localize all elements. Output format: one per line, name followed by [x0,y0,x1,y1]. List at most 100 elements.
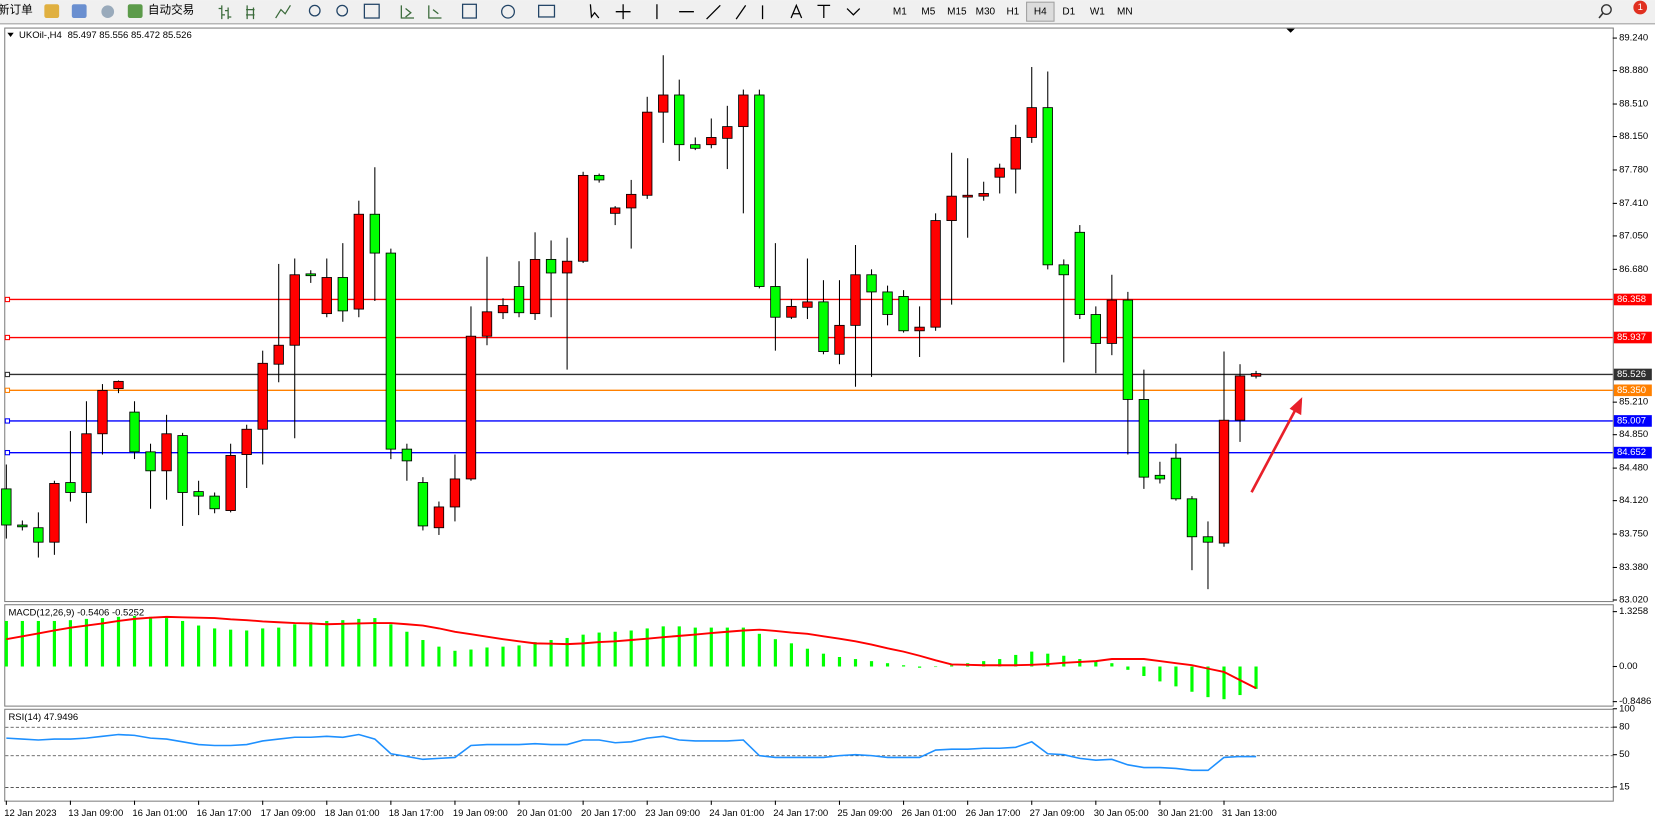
macd-bar [1174,666,1178,687]
candle-body [33,527,44,543]
candle-body [914,326,925,332]
icon[interactable] [275,5,291,19]
macd-bar [485,647,489,667]
candle-body [321,277,332,315]
macd-name: MACD(12,26,9) [8,607,74,618]
timeframe-button[interactable]: M15 [947,6,967,17]
notification-badge[interactable] [1633,0,1648,15]
candle-body [241,428,252,455]
candle-body [978,193,989,197]
candle-body [786,305,797,318]
icon[interactable] [501,4,515,19]
search-icon[interactable] [1600,4,1612,16]
timeframe-button[interactable]: H1 [1006,6,1019,17]
icon[interactable] [615,4,631,20]
auto-trading[interactable]: 自动交易 [148,3,194,17]
candle-body [1186,498,1198,538]
timeframe-button[interactable]: W1 [1090,6,1105,17]
level-anchor [4,296,11,303]
icon[interactable] [400,5,415,19]
macd-bar [757,633,761,667]
macd-title: MACD(12,26,9) -0.5406 -0.5252 [8,607,144,618]
icon[interactable] [246,5,255,20]
rsi-title: RSI(14) 47.9496 [8,712,78,723]
timeframe-button[interactable]: M5 [921,6,935,17]
candle-body [1154,474,1166,480]
x-tick-label: 26 Jan 17:00 [966,808,1021,819]
macd-bar [998,659,1002,667]
search-icon[interactable] [1598,12,1604,19]
candle-body [850,274,861,326]
icon[interactable] [461,3,477,19]
candle-body [481,311,493,337]
candle-body [305,273,316,277]
macd-bar [229,629,233,667]
icon[interactable] [308,4,321,17]
icon[interactable] [538,4,556,18]
macd-bar [613,631,617,667]
arrow-shaft [1250,410,1297,493]
candle-body [81,433,92,493]
icon[interactable] [101,5,115,19]
candle-body [17,524,28,528]
candle-body [882,291,893,315]
y-tick-label: 85.210 [1619,397,1648,408]
macd-bar [789,643,793,667]
candle-body [385,252,397,450]
y-tick-label: 88.880 [1619,65,1648,76]
icon[interactable] [428,5,442,19]
toolbar: 新订单 自动交易 1 [0,0,1655,25]
macd-bar [1110,663,1114,667]
x-tick-label: 18 Jan 01:00 [325,808,380,819]
icon[interactable] [71,4,87,19]
macd-bar [389,624,393,667]
timeframe-button[interactable]: M30 [976,6,996,17]
macd-bar [661,626,665,667]
icon[interactable] [218,5,232,20]
icon[interactable] [44,4,60,19]
candle-body [193,491,204,497]
candle-body [994,167,1005,178]
macd-bar [84,618,89,667]
candle-body [770,286,781,318]
macd-bar [1014,654,1018,667]
macd-value: -0.5406 [77,607,109,618]
icon[interactable] [656,4,764,20]
y-tick-label: 84.850 [1619,429,1648,440]
timeframe-button[interactable]: M1 [893,6,907,17]
macd-bar [245,630,249,667]
candle-body [449,478,461,508]
candle-body [225,455,236,511]
icon[interactable] [589,4,600,19]
macd-bar [565,637,569,667]
macd-bar [517,645,521,667]
timeframe-button[interactable]: D1 [1062,6,1075,17]
new-order[interactable]: 新订单 [0,3,33,17]
candle-body [946,195,957,221]
candle-body [545,258,557,274]
timeframe-button[interactable]: H4 [1034,6,1047,17]
candle-body [658,94,669,113]
macd-bar [341,620,345,667]
macd-bar [4,620,8,667]
candle-body [1010,137,1021,170]
price-panel [4,27,1614,603]
macd-bar [180,620,185,667]
candle-body [49,483,60,543]
candle-body [1138,399,1150,478]
macd-bar [821,653,826,667]
macd-bar [693,627,697,667]
candle-body [1202,536,1214,543]
timeframe-button[interactable]: MN [1117,6,1133,17]
candle-body [433,506,445,529]
auto-trading-icon[interactable] [127,4,143,19]
icon[interactable] [790,3,861,19]
candle-body [353,213,364,310]
icon[interactable] [363,3,380,19]
macd-bar [741,627,745,667]
y-tick-label: 83.750 [1619,529,1648,540]
notification-count[interactable]: 1 [1638,2,1643,13]
candle-body [690,144,701,149]
icon[interactable] [336,4,349,17]
active-timeframe [1026,1,1055,22]
